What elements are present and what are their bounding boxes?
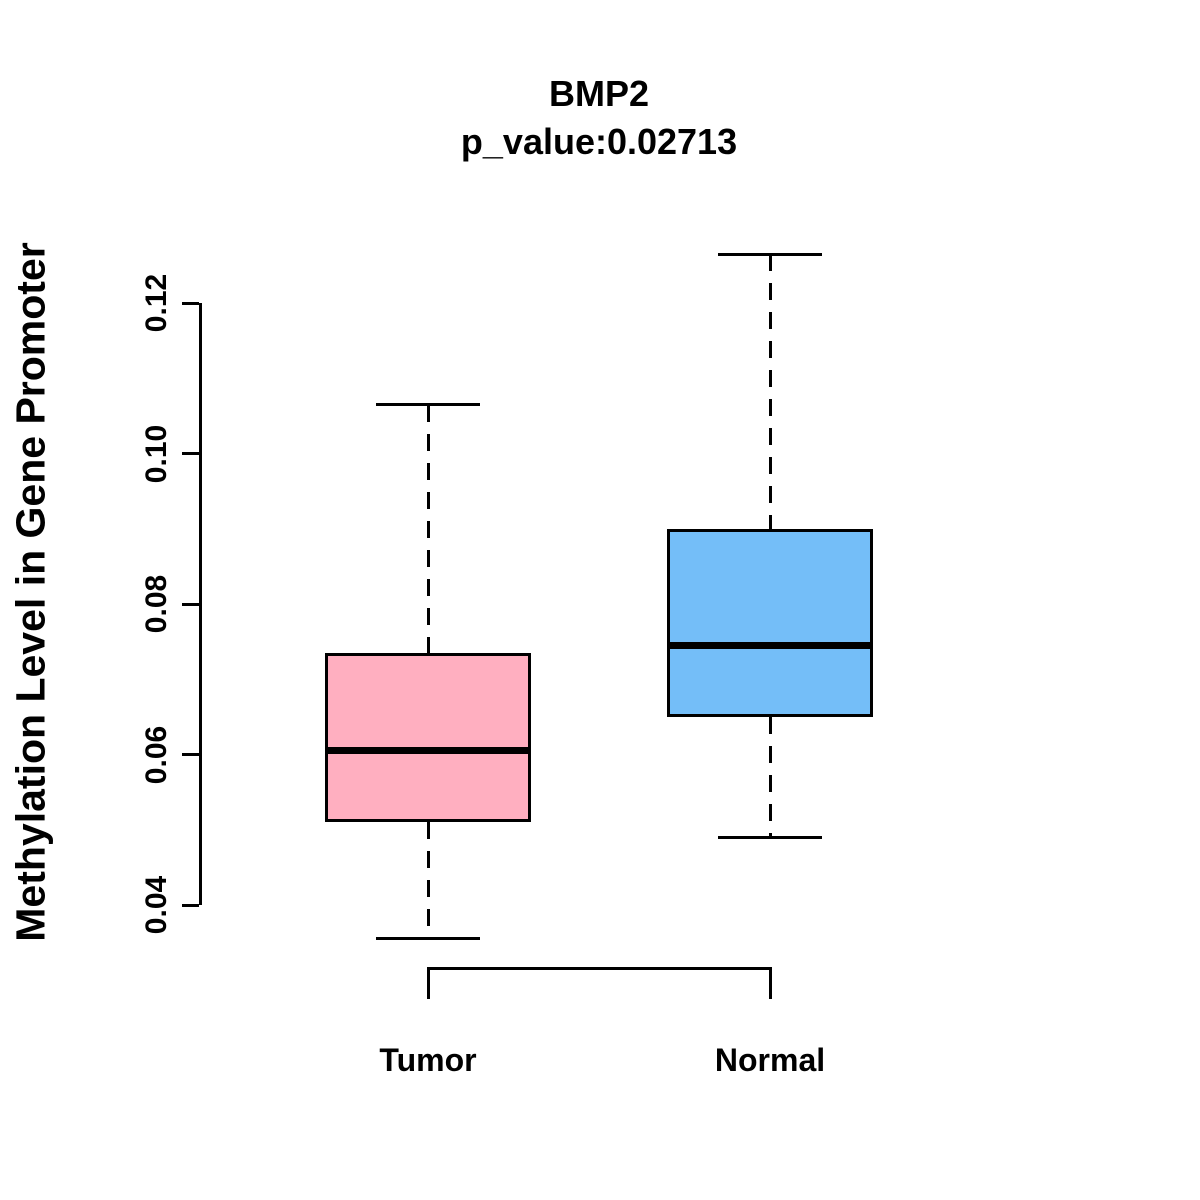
tumor-lower-cap xyxy=(376,937,480,941)
y-axis-line xyxy=(198,303,202,905)
y-tick-label: 0.10 xyxy=(140,424,173,483)
y-axis-tick xyxy=(181,753,199,756)
y-tick-label: 0.04 xyxy=(140,875,173,935)
y-tick-label: 0.06 xyxy=(140,725,173,784)
tumor-lower-whisker xyxy=(426,822,430,939)
x-axis-tick xyxy=(768,968,772,999)
tumor-category-label: Tumor xyxy=(379,1042,477,1078)
chart-title: BMP2 xyxy=(548,73,650,114)
tumor-median-line xyxy=(325,747,531,755)
normal-lower-whisker xyxy=(768,716,772,838)
chart-subtitle: p_value:0.02713 xyxy=(460,121,738,162)
normal-box xyxy=(667,528,873,717)
x-axis-tick xyxy=(426,968,430,999)
tumor-box xyxy=(325,652,531,823)
normal-upper-whisker xyxy=(768,254,772,529)
y-axis-tick xyxy=(181,452,199,455)
y-axis-tick xyxy=(181,903,199,907)
tumor-upper-cap xyxy=(376,403,480,407)
normal-median-line xyxy=(667,641,873,649)
normal-lower-cap xyxy=(718,835,822,839)
y-tick-label: 0.12 xyxy=(140,273,173,333)
normal-upper-cap xyxy=(718,252,822,256)
y-axis-tick xyxy=(181,602,199,606)
chart-title-block: BMP2 p_value:0.02713 xyxy=(461,70,737,166)
normal-category-label: Normal xyxy=(714,1042,826,1078)
y-axis-tick xyxy=(181,301,199,305)
x-axis-line xyxy=(426,966,772,970)
y-tick-label: 0.08 xyxy=(140,574,173,634)
tumor-upper-whisker xyxy=(426,404,430,653)
